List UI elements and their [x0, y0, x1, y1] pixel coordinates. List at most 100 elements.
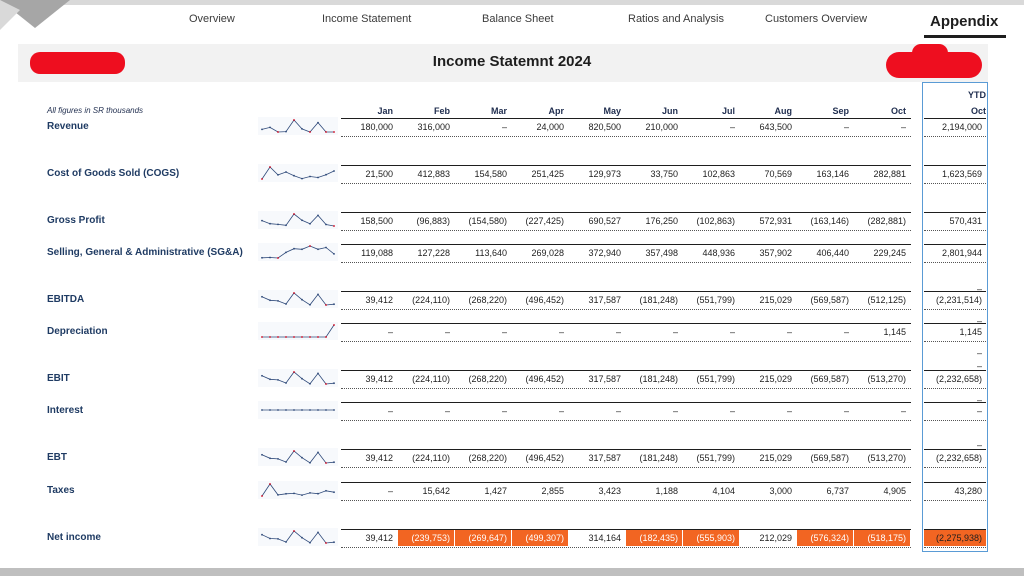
- tab-ratios-and-analysis[interactable]: Ratios and Analysis: [628, 13, 724, 25]
- ytd-empty-dash: –: [976, 395, 982, 405]
- sparkline-point-feb: [269, 483, 271, 485]
- sparkline-point-jan: [261, 256, 263, 259]
- tab-balance-sheet[interactable]: Balance Sheet: [482, 13, 554, 25]
- cell-ebitda-jan: 39,412: [365, 295, 393, 305]
- cell-revenue-ytd: 2,194,000: [941, 122, 982, 132]
- ytd-top-rule: [924, 118, 986, 119]
- cell-revenue-feb: 316,000: [417, 122, 450, 132]
- sparkline-point-jan: [261, 128, 263, 131]
- ytd-top-rule: [924, 529, 986, 530]
- cell-revenue-aug: 643,500: [759, 122, 792, 132]
- row-bottom-rule: [341, 547, 911, 548]
- cell-net-income-sep: (576,324): [797, 530, 853, 546]
- sparkline-point-jan: [261, 295, 263, 298]
- sparkline-point-mar: [277, 409, 279, 411]
- sparkline-point-sep: [325, 489, 327, 492]
- cell-ebt-jul: (551,799): [696, 453, 735, 463]
- ytd-bottom-rule: [924, 547, 986, 548]
- tab-income-statement[interactable]: Income Statement: [322, 13, 412, 25]
- sparkline-point-sep: [325, 173, 327, 176]
- sparkline-point-apr: [285, 492, 287, 495]
- row-label-ebit: EBIT: [47, 373, 70, 384]
- ytd-top-rule: [924, 482, 986, 483]
- ytd-bottom-rule: [924, 467, 986, 468]
- ytd-bottom-rule: [924, 230, 986, 231]
- cell-ebt-mar: (268,220): [468, 453, 507, 463]
- sparkline-point-oct: [333, 409, 335, 411]
- tab-appendix[interactable]: Appendix: [930, 13, 999, 30]
- sparkline-line: [262, 324, 335, 338]
- row-bottom-rule: [341, 467, 911, 468]
- cell-cost-of-goods-sold-cogs-mar: 154,580: [474, 169, 507, 179]
- sparkline-line: [261, 292, 335, 306]
- sparkline-point-oct: [333, 253, 335, 255]
- sparkline-point-jun: [301, 248, 303, 251]
- ytd-top-rule: [924, 370, 986, 371]
- cell-net-income-jul: (555,903): [683, 530, 739, 546]
- sparkline-point-jul: [309, 461, 311, 464]
- sparkline-point-jan: [261, 374, 263, 377]
- cell-taxes-jul: 4,104: [712, 486, 735, 496]
- row-top-rule: [341, 244, 911, 245]
- sparkline-point-aug: [317, 214, 319, 217]
- ytd-bottom-rule: [924, 309, 986, 310]
- cell-ebit-sep: (569,587): [810, 374, 849, 384]
- cell-net-income-mar: (269,647): [455, 530, 511, 546]
- cell-net-income-ytd: (2,275,938): [924, 530, 986, 546]
- cell-depreciation-sep: –: [843, 327, 849, 337]
- sparkline-point-apr: [285, 251, 287, 254]
- sparkline-point-mar: [277, 494, 279, 496]
- sparkline-background: [258, 322, 338, 340]
- sparkline-point-feb: [269, 126, 271, 129]
- sparkline-point-mar: [277, 458, 279, 460]
- sparkline-point-aug: [317, 409, 319, 411]
- sparkline-point-sep: [325, 336, 327, 338]
- sparkline-line: [261, 166, 335, 180]
- sparkline-point-oct: [333, 382, 335, 385]
- sparkline-point-apr: [285, 336, 287, 338]
- cell-ebitda-aug: 215,029: [759, 295, 792, 305]
- cell-gross-profit-oct: (282,881): [867, 216, 906, 226]
- sparkline-point-jul: [309, 336, 311, 338]
- row-label-taxes: Taxes: [47, 485, 75, 496]
- sparkline-point-aug: [317, 492, 319, 495]
- sparkline-depreciation: [258, 322, 338, 340]
- cell-interest-jun: –: [672, 406, 678, 416]
- sparkline-point-aug: [317, 531, 319, 534]
- cell-cost-of-goods-sold-cogs-feb: 412,883: [417, 169, 450, 179]
- tab-overview[interactable]: Overview: [189, 13, 235, 25]
- ytd-top-rule: [924, 165, 986, 166]
- row-bottom-rule: [341, 500, 911, 501]
- cell-ebit-oct: (513,270): [867, 374, 906, 384]
- sparkline-point-jan: [261, 409, 263, 411]
- sparkline-point-jul: [309, 175, 311, 178]
- cell-selling-general-administrative-sg-a-jun: 357,498: [645, 248, 678, 258]
- cell-revenue-jul: –: [729, 122, 735, 132]
- cell-net-income-aug: 212,029: [740, 530, 796, 546]
- row-bottom-rule: [341, 388, 911, 389]
- sparkline-point-mar: [277, 336, 279, 338]
- sparkline-point-may: [293, 247, 295, 250]
- cell-ebitda-oct: (512,125): [867, 295, 906, 305]
- cell-ebit-jan: 39,412: [365, 374, 393, 384]
- cell-net-income-feb: (239,753): [398, 530, 454, 546]
- cell-gross-profit-mar: (154,580): [468, 216, 507, 226]
- sparkline-point-mar: [277, 174, 279, 176]
- row-label-net-income: Net income: [47, 532, 101, 543]
- ytd-empty-dash: –: [976, 361, 982, 371]
- cell-ebt-aug: 215,029: [759, 453, 792, 463]
- sparkline-point-feb: [269, 378, 271, 381]
- sparkline-point-sep: [325, 383, 327, 385]
- cell-taxes-jun: 1,188: [655, 486, 678, 496]
- tab-customers-overview[interactable]: Customers Overview: [765, 13, 868, 25]
- cell-selling-general-administrative-sg-a-may: 372,940: [588, 248, 621, 258]
- sparkline-line: [261, 450, 335, 464]
- ytd-bottom-rule: [924, 341, 986, 342]
- cell-net-income-apr: (499,307): [512, 530, 568, 546]
- sparkline-point-apr: [285, 171, 287, 173]
- sparkline-point-jul: [309, 409, 311, 411]
- cell-ebit-feb: (224,110): [412, 374, 450, 384]
- cell-ebitda-ytd: (2,231,514): [935, 295, 982, 305]
- sparkline-point-jan: [261, 219, 263, 222]
- cell-ebitda-jun: (181,248): [639, 295, 678, 305]
